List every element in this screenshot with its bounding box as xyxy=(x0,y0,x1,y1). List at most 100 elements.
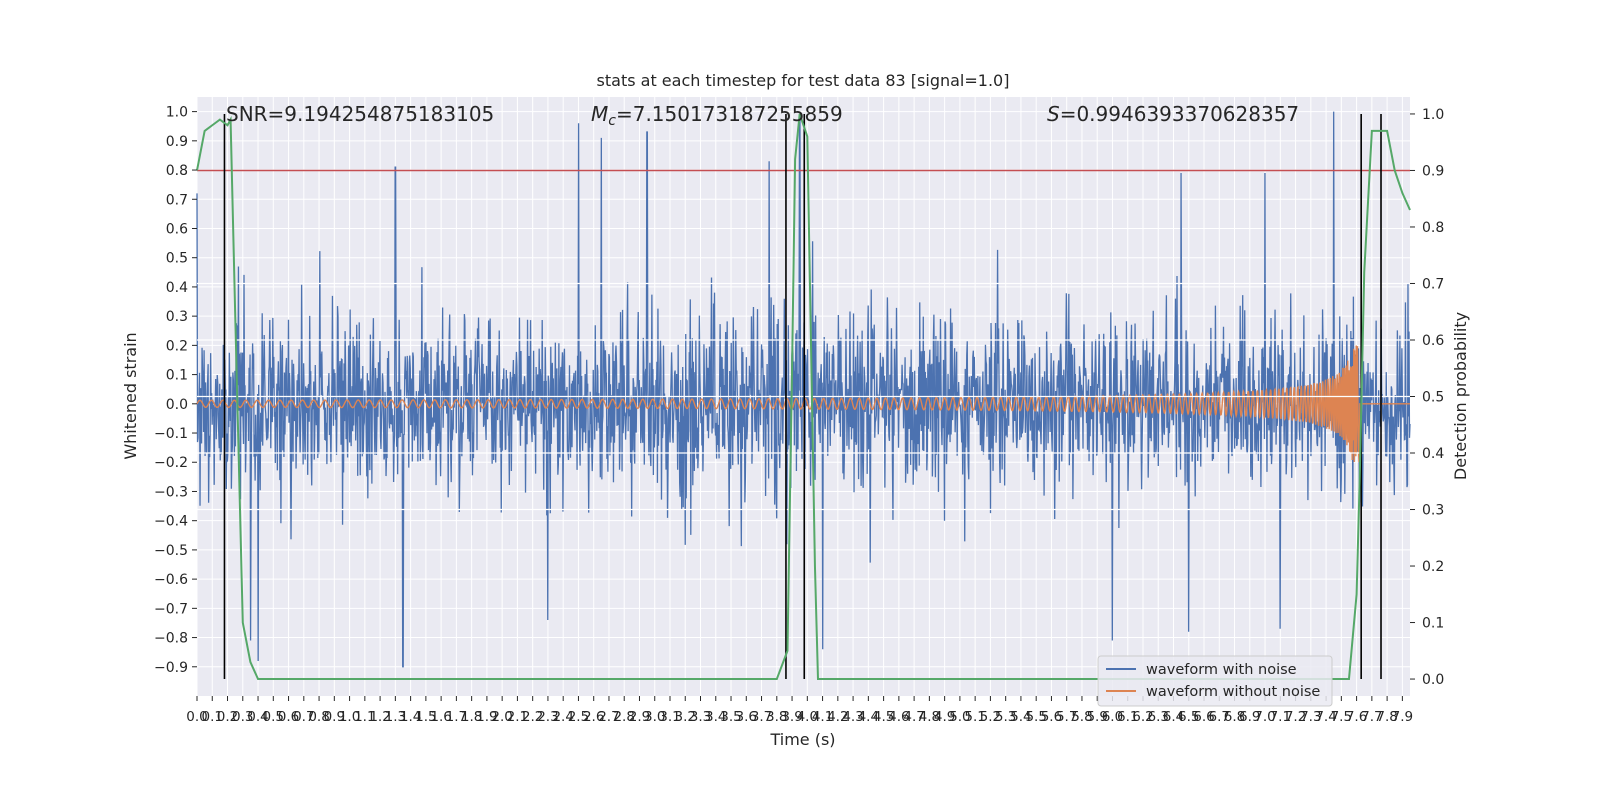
y-tick-label: −0.2 xyxy=(154,455,188,471)
y-right-axis-ticks: 1.0 0.9 0.8 0.7 0.6 0.5 0.4 0.3 0.2 0.1 0.0 xyxy=(1410,107,1444,688)
x-tick-label: 1.9 xyxy=(476,709,497,725)
x-tick-label: 0.2 xyxy=(217,709,238,725)
x-tick-label: 5.0 xyxy=(949,709,970,725)
x-tick-label: 5.6 xyxy=(1041,709,1062,725)
x-tick-label: 1.1 xyxy=(354,709,375,725)
x-tick-label: 0.8 xyxy=(308,709,329,725)
x-tick-label: 4.1 xyxy=(812,709,833,725)
x-tick-label: 7.6 xyxy=(1346,709,1367,725)
x-tick-label: 4.0 xyxy=(797,709,818,725)
x-tick-label: 5.4 xyxy=(1010,709,1031,725)
x-tick-label: 1.4 xyxy=(400,709,421,725)
x-tick-label: 6.2 xyxy=(1132,709,1153,725)
x-tick-label: 6.1 xyxy=(1117,709,1138,725)
y-tick-label: 0.6 xyxy=(166,221,188,237)
x-axis-ticks: 0.00.10.20.30.40.50.60.70.80.91.01.11.21… xyxy=(186,696,1413,725)
y-tick-label: 1.0 xyxy=(166,105,188,121)
x-tick-label: 4.7 xyxy=(903,709,924,725)
x-tick-label: 4.9 xyxy=(934,709,955,725)
x-tick-label: 2.4 xyxy=(552,709,573,725)
y-tick-label: 0.1 xyxy=(166,368,188,384)
x-tick-label: 7.0 xyxy=(1254,709,1275,725)
x-tick-label: 2.0 xyxy=(491,709,512,725)
x-tick-label: 6.9 xyxy=(1239,709,1260,725)
y-right-axis-label: Detection probability xyxy=(1451,312,1470,480)
y-right-tick-label: 1.0 xyxy=(1422,107,1444,123)
x-tick-label: 5.5 xyxy=(1025,709,1046,725)
x-tick-label: 2.5 xyxy=(568,709,589,725)
x-tick-label: 4.6 xyxy=(888,709,909,725)
x-tick-label: 0.7 xyxy=(293,709,314,725)
x-tick-label: 2.3 xyxy=(537,709,558,725)
y-tick-label: −0.5 xyxy=(154,543,188,559)
y-tick-label: 0.2 xyxy=(166,338,188,354)
y-tick-label: 0.7 xyxy=(166,192,188,208)
x-tick-label: 1.0 xyxy=(339,709,360,725)
x-tick-label: 0.9 xyxy=(324,709,345,725)
x-tick-label: 3.9 xyxy=(781,709,802,725)
y-right-tick-label: 0.7 xyxy=(1422,276,1444,292)
x-tick-label: 0.5 xyxy=(263,709,284,725)
y-axis-ticks: 1.0 0.9 0.8 0.7 0.6 0.5 0.4 0.3 0.2 0.1 0.0 −0.1 −0.… xyxy=(154,105,197,676)
x-tick-label: 3.4 xyxy=(705,709,726,725)
x-tick-label: 4.3 xyxy=(842,709,863,725)
x-tick-label: 6.0 xyxy=(1102,709,1123,725)
chirp-mass-symbol: M xyxy=(591,102,608,126)
x-tick-label: 0.6 xyxy=(278,709,299,725)
x-tick-label: 2.7 xyxy=(598,709,619,725)
y-tick-label: −0.3 xyxy=(154,484,188,500)
y-right-tick-label: 0.4 xyxy=(1422,446,1444,462)
x-tick-label: 2.8 xyxy=(613,709,634,725)
x-tick-label: 5.3 xyxy=(995,709,1016,725)
score-annotation: S=0.9946393370628357 xyxy=(1047,102,1299,126)
x-tick-label: 0.3 xyxy=(232,709,253,725)
y-right-tick-label: 0.0 xyxy=(1422,672,1444,688)
y-tick-label: −0.8 xyxy=(154,631,188,647)
x-tick-label: 5.7 xyxy=(1056,709,1077,725)
x-tick-label: 3.0 xyxy=(644,709,665,725)
legend-box xyxy=(1097,655,1333,707)
chirp-mass-value: =7.150173187255859 xyxy=(616,102,843,126)
x-tick-label: 1.6 xyxy=(430,709,451,725)
chirp-mass-annotation: Mc=7.150173187255859 xyxy=(591,102,843,129)
x-tick-label: 3.1 xyxy=(659,709,680,725)
x-axis-label: Time (s) xyxy=(769,730,835,749)
x-tick-label: 4.8 xyxy=(919,709,940,725)
x-tick-label: 1.3 xyxy=(385,709,406,725)
x-tick-label: 4.4 xyxy=(858,709,879,725)
y-right-tick-label: 0.2 xyxy=(1422,559,1444,575)
x-tick-label: 6.5 xyxy=(1178,709,1199,725)
x-tick-label: 7.3 xyxy=(1300,709,1321,725)
x-tick-label: 5.9 xyxy=(1086,709,1107,725)
x-tick-label: 4.2 xyxy=(827,709,848,725)
y-tick-label: −0.1 xyxy=(154,426,188,442)
x-tick-label: 1.2 xyxy=(369,709,390,725)
chirp-mass-subscript: c xyxy=(608,113,616,129)
x-tick-label: 6.6 xyxy=(1193,709,1214,725)
x-tick-label: 1.8 xyxy=(461,709,482,725)
score-symbol: S xyxy=(1047,102,1060,126)
x-tick-label: 4.5 xyxy=(873,709,894,725)
x-tick-label: 0.0 xyxy=(186,709,207,725)
x-tick-label: 6.7 xyxy=(1209,709,1230,725)
y-right-tick-label: 0.3 xyxy=(1422,503,1444,519)
x-tick-label: 7.9 xyxy=(1392,709,1413,725)
y-tick-label: −0.9 xyxy=(154,660,188,676)
y-tick-label: 0.4 xyxy=(166,280,188,296)
y-tick-label: 0.8 xyxy=(166,163,188,179)
x-tick-label: 3.8 xyxy=(766,709,787,725)
series-detection-probability xyxy=(196,113,1411,681)
y-right-tick-label: 0.6 xyxy=(1422,333,1444,349)
x-tick-label: 5.8 xyxy=(1071,709,1092,725)
y-tick-label: 0.3 xyxy=(166,309,188,325)
x-tick-label: 0.1 xyxy=(202,709,223,725)
x-tick-label: 7.7 xyxy=(1361,709,1382,725)
y-right-tick-label: 0.8 xyxy=(1422,220,1444,236)
x-tick-label: 5.2 xyxy=(980,709,1001,725)
legend-label-clean: waveform without noise xyxy=(1146,684,1320,700)
x-tick-label: 3.2 xyxy=(675,709,696,725)
legend-label-noise: waveform with noise xyxy=(1146,662,1297,678)
x-tick-label: 2.9 xyxy=(629,709,650,725)
y-tick-label: −0.4 xyxy=(154,514,188,530)
